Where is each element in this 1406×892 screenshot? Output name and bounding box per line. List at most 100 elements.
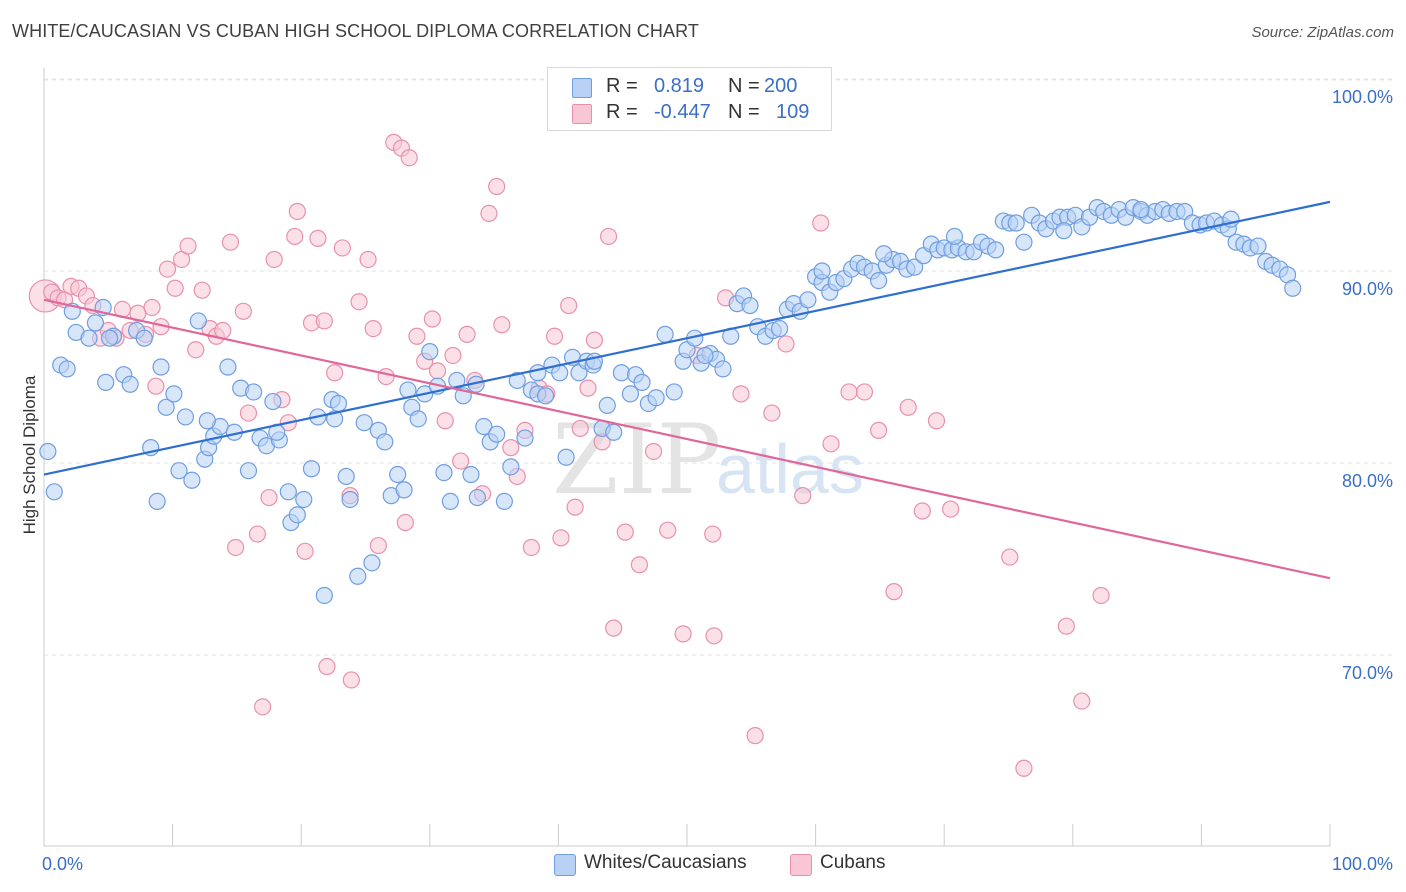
white-point	[219, 358, 237, 376]
white-point	[189, 312, 207, 330]
y-tick-label: 100.0%	[1332, 87, 1393, 107]
white-point	[770, 320, 789, 338]
cuban-point	[428, 362, 447, 380]
cuban-point	[400, 149, 418, 167]
white-point	[529, 364, 547, 382]
cuban-point	[423, 310, 441, 328]
cuban-point	[927, 412, 946, 430]
y-axis-label: High School Diploma	[20, 375, 39, 535]
legend-n-label: N =	[728, 101, 760, 123]
cuban-point	[545, 327, 564, 345]
chart-title: WHITE/CAUCASIAN VS CUBAN HIGH SCHOOL DIP…	[12, 21, 699, 41]
cuban-point	[885, 583, 903, 601]
tick-labels: 100.0% 90.0% 80.0% 70.0% 0.0% 100.0%	[42, 87, 1393, 874]
watermark-atlas: atlas	[716, 430, 864, 508]
legend-r-label: R =	[606, 101, 638, 123]
white-point	[264, 392, 282, 411]
white-point	[97, 373, 115, 391]
cuban-point	[644, 442, 663, 461]
white-point	[157, 398, 175, 416]
cuban-point	[187, 341, 205, 359]
white-point	[945, 227, 964, 246]
cuban-point	[899, 398, 917, 416]
white-point	[647, 389, 665, 407]
legend-swatch-cubans	[572, 104, 592, 124]
cuban-point	[158, 260, 177, 278]
trend-line-cubans	[43, 298, 1331, 580]
legend-r-label: R =	[606, 75, 638, 97]
white-point	[906, 258, 924, 276]
white-point	[799, 291, 817, 309]
white-point	[349, 567, 367, 585]
white-point	[329, 394, 348, 413]
cuban-point	[855, 383, 874, 401]
white-point	[621, 385, 640, 403]
white-point	[714, 360, 732, 378]
white-point	[302, 460, 321, 478]
white-point	[665, 383, 683, 401]
white-point	[245, 383, 263, 401]
cuban-point	[369, 536, 387, 555]
white-point	[1132, 200, 1150, 219]
cuban-point	[452, 452, 470, 470]
cuban-point	[296, 542, 314, 560]
cuban-point	[605, 619, 623, 637]
cuban-point	[502, 439, 520, 457]
cuban-point	[221, 233, 240, 251]
cuban-point	[288, 202, 306, 221]
white-point	[1284, 279, 1302, 297]
bottom-legend-label-cubans: Cubans	[820, 852, 886, 873]
white-point	[488, 425, 506, 443]
cuban-point	[812, 214, 830, 232]
white-point	[696, 346, 714, 365]
trend-lines	[43, 200, 1331, 580]
white-point	[462, 465, 480, 484]
white-point	[421, 343, 439, 361]
white-point	[633, 373, 651, 391]
cuban-point	[227, 538, 245, 557]
cuban-point	[234, 302, 252, 320]
white-point	[45, 483, 63, 501]
cuban-point	[147, 377, 165, 395]
white-point	[813, 262, 831, 280]
white-point	[441, 492, 459, 510]
cuban-point	[333, 239, 351, 257]
cuban-point	[326, 364, 344, 382]
trend-line-whites	[43, 200, 1331, 476]
white-point	[516, 429, 534, 447]
white-point	[741, 296, 759, 315]
cuban-point	[794, 487, 812, 505]
white-point	[239, 462, 258, 480]
white-point	[148, 492, 166, 510]
cuban-point	[763, 404, 781, 422]
cuban-point	[309, 229, 327, 247]
cuban-point	[260, 488, 278, 507]
bottom-legend-swatch-whites	[554, 854, 576, 876]
cuban-point	[566, 498, 584, 516]
cuban-point	[143, 298, 161, 317]
series-whites-points	[39, 199, 1302, 605]
white-point	[605, 423, 623, 441]
cuban-point	[239, 404, 258, 422]
x-tick-label: 100.0%	[1332, 854, 1393, 874]
cuban-point	[364, 320, 382, 338]
cuban-point	[630, 556, 649, 574]
white-point	[395, 481, 413, 499]
legend-r-value-whites: 0.819	[654, 75, 705, 97]
bottom-legend-label-whites: Whites/Caucasians	[584, 852, 747, 873]
cuban-point	[585, 331, 604, 349]
white-point	[409, 410, 427, 428]
cuban-point	[179, 237, 197, 255]
white-point	[170, 462, 188, 480]
cuban-point	[579, 379, 597, 397]
legend-r-value-cubans: -0.447	[654, 101, 711, 123]
cuban-point	[777, 335, 795, 353]
white-point	[435, 464, 453, 482]
white-point	[337, 467, 355, 486]
cuban-point	[552, 529, 570, 547]
cuban-point	[254, 698, 272, 716]
cuban-point	[1001, 548, 1019, 566]
cuban-point	[840, 383, 858, 401]
white-point	[152, 358, 170, 376]
cuban-point	[265, 250, 283, 269]
